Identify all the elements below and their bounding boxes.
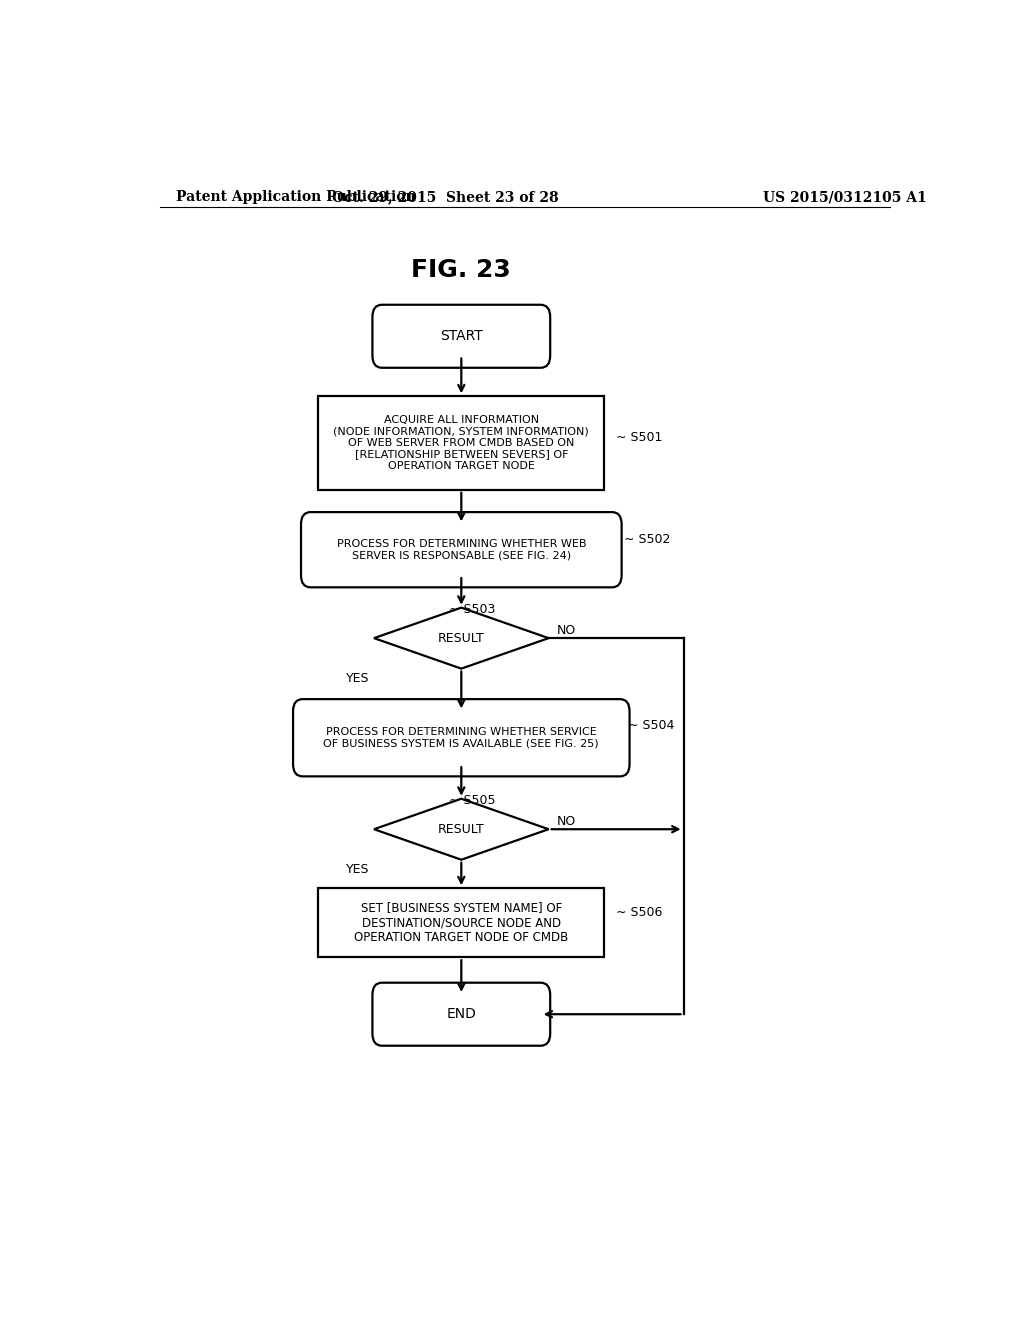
Text: US 2015/0312105 A1: US 2015/0312105 A1: [763, 190, 927, 205]
Bar: [318, 396, 604, 490]
Text: YES: YES: [346, 672, 370, 685]
Text: NO: NO: [557, 814, 575, 828]
FancyBboxPatch shape: [293, 700, 630, 776]
Text: PROCESS FOR DETERMINING WHETHER WEB
SERVER IS RESPONSABLE (SEE FIG. 24): PROCESS FOR DETERMINING WHETHER WEB SERV…: [337, 539, 586, 561]
Text: ∼ S501: ∼ S501: [616, 432, 663, 445]
Text: START: START: [440, 329, 482, 343]
Text: RESULT: RESULT: [438, 632, 484, 644]
Polygon shape: [374, 607, 549, 669]
Text: Patent Application Publication: Patent Application Publication: [176, 190, 416, 205]
Text: Oct. 29, 2015  Sheet 23 of 28: Oct. 29, 2015 Sheet 23 of 28: [332, 190, 559, 205]
Text: YES: YES: [346, 863, 370, 876]
Text: ∼ S506: ∼ S506: [616, 906, 663, 919]
FancyBboxPatch shape: [301, 512, 622, 587]
Text: FIG. 23: FIG. 23: [412, 259, 511, 282]
Text: PROCESS FOR DETERMINING WHETHER SERVICE
OF BUSINESS SYSTEM IS AVAILABLE (SEE FIG: PROCESS FOR DETERMINING WHETHER SERVICE …: [324, 727, 599, 748]
FancyBboxPatch shape: [373, 982, 550, 1045]
Text: ACQUIRE ALL INFORMATION
(NODE INFORMATION, SYSTEM INFORMATION)
OF WEB SERVER FRO: ACQUIRE ALL INFORMATION (NODE INFORMATIO…: [334, 414, 589, 471]
Text: ∼ S504: ∼ S504: [628, 719, 675, 733]
Text: NO: NO: [557, 623, 575, 636]
Text: ∼ S502: ∼ S502: [624, 533, 671, 546]
Text: ∼ S505: ∼ S505: [450, 795, 496, 808]
Text: RESULT: RESULT: [438, 822, 484, 836]
FancyBboxPatch shape: [373, 305, 550, 368]
Bar: [318, 888, 604, 957]
Text: END: END: [446, 1007, 476, 1022]
Text: ∼ S503: ∼ S503: [450, 603, 496, 616]
Polygon shape: [374, 799, 549, 859]
Text: SET [BUSINESS SYSTEM NAME] OF
DESTINATION/SOURCE NODE AND
OPERATION TARGET NODE : SET [BUSINESS SYSTEM NAME] OF DESTINATIO…: [354, 902, 568, 944]
